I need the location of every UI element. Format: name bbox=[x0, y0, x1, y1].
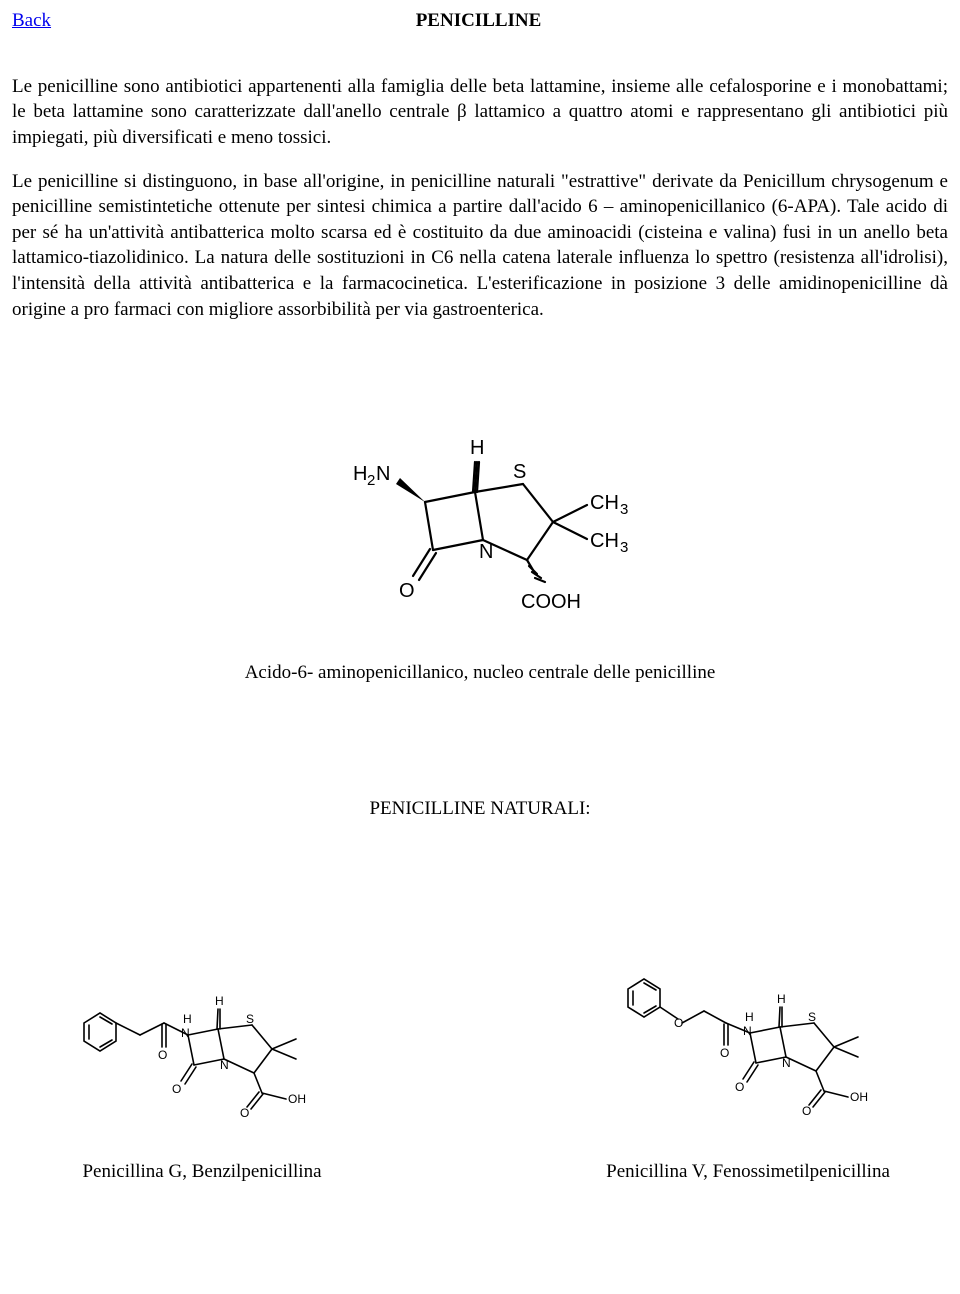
intro-paragraph-2: Le penicilline si distinguono, in base a… bbox=[12, 169, 948, 323]
atom-o2: O bbox=[172, 1082, 181, 1096]
atom-n-ring: N bbox=[220, 1058, 229, 1072]
atom-o3-v: O bbox=[802, 1104, 811, 1118]
atom-o1-v: O bbox=[720, 1046, 729, 1060]
svg-text:3: 3 bbox=[620, 501, 628, 518]
label-o: O bbox=[399, 580, 415, 602]
left-structure-label: Penicillina G, Benzilpenicillina bbox=[62, 1159, 342, 1185]
svg-text:2: 2 bbox=[367, 472, 375, 489]
atom-h-up-v: H bbox=[777, 992, 786, 1006]
label-h2n: H bbox=[353, 463, 367, 485]
atom-oh-v: OH bbox=[850, 1090, 868, 1104]
right-structure-label: Penicillina V, Fenossimetilpenicillina bbox=[598, 1159, 898, 1185]
intro-paragraph-1: Le penicilline sono antibiotici apparten… bbox=[12, 74, 948, 151]
atom-n-ring-v: N bbox=[782, 1056, 791, 1070]
penicillin-v-icon: O H N H S N O O O OH bbox=[598, 961, 898, 1126]
label-n: N bbox=[479, 541, 493, 563]
atom-oh: OH bbox=[288, 1092, 306, 1106]
label-s: S bbox=[513, 461, 526, 483]
svg-text:N: N bbox=[376, 463, 390, 485]
atom-h-left-v: H bbox=[745, 1010, 754, 1024]
atom-s: S bbox=[246, 1012, 254, 1026]
atom-h-up: H bbox=[215, 994, 224, 1008]
label-h: H bbox=[470, 437, 484, 459]
atom-o2-v: O bbox=[735, 1080, 744, 1094]
label-ch3b: CH bbox=[590, 530, 619, 552]
svg-text:3: 3 bbox=[620, 539, 628, 556]
atom-o-ether: O bbox=[674, 1016, 683, 1030]
atom-o3: O bbox=[240, 1106, 249, 1120]
penicillin-g-icon: H N H S N O O O OH bbox=[62, 981, 342, 1126]
section-heading-naturali: PENICILLINE NATURALI: bbox=[12, 796, 948, 822]
page-title: PENICILLINE bbox=[9, 8, 948, 34]
atom-n-left-v: N bbox=[743, 1024, 752, 1038]
atom-n-left: N bbox=[181, 1026, 190, 1040]
label-cooh: COOH bbox=[521, 591, 581, 613]
main-figure: H 2 N H S N O CH 3 CH 3 COOH Acido-6- am… bbox=[12, 422, 948, 685]
figure-caption: Acido-6- aminopenicillanico, nucleo cent… bbox=[12, 660, 948, 686]
atom-o1: O bbox=[158, 1048, 167, 1062]
atom-s-v: S bbox=[808, 1010, 816, 1024]
molecule-6apa-icon: H 2 N H S N O CH 3 CH 3 COOH bbox=[325, 422, 635, 632]
atom-h-left: H bbox=[183, 1012, 192, 1026]
label-ch3a: CH bbox=[590, 492, 619, 514]
